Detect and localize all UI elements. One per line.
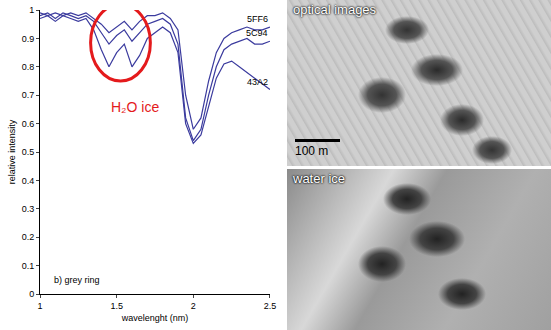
svg-text:H₂O ice: H₂O ice (111, 99, 159, 115)
svg-text:43A2: 43A2 (247, 77, 268, 87)
svg-text:0.9: 0.9 (22, 34, 35, 44)
svg-text:1: 1 (37, 301, 42, 311)
svg-text:1: 1 (29, 5, 34, 15)
svg-text:0.6: 0.6 (22, 119, 35, 129)
svg-text:0.7: 0.7 (22, 90, 35, 100)
svg-text:wavelenght (nm): wavelenght (nm) (121, 313, 189, 323)
svg-text:0.4: 0.4 (22, 176, 35, 186)
svg-text:0.3: 0.3 (22, 204, 35, 214)
svg-text:1.5: 1.5 (110, 301, 123, 311)
svg-text:0.8: 0.8 (22, 62, 35, 72)
svg-text:2: 2 (191, 301, 196, 311)
svg-text:b) grey ring: b) grey ring (54, 275, 100, 285)
svg-text:relative intensity: relative intensity (7, 119, 17, 184)
html-text:optical images: optical images (293, 2, 377, 17)
svg-text:0: 0 (29, 289, 34, 299)
svg-text:2.5: 2.5 (264, 301, 277, 311)
svg-text:5C94: 5C94 (246, 28, 268, 38)
html-text:100 m: 100 m (295, 144, 329, 158)
html-text:water ice: water ice (293, 171, 345, 186)
svg-text:5FF6: 5FF6 (247, 14, 268, 24)
svg-text:0.5: 0.5 (22, 147, 35, 157)
svg-text:0.1: 0.1 (22, 261, 35, 271)
svg-text:0.2: 0.2 (22, 232, 35, 242)
